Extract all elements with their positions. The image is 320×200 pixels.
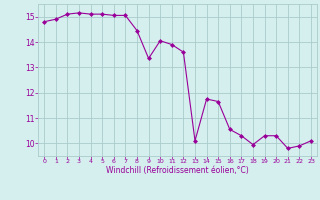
X-axis label: Windchill (Refroidissement éolien,°C): Windchill (Refroidissement éolien,°C) [106,166,249,175]
